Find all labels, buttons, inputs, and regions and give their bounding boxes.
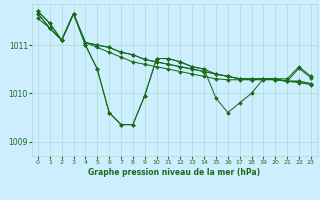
X-axis label: Graphe pression niveau de la mer (hPa): Graphe pression niveau de la mer (hPa) [88,168,260,177]
